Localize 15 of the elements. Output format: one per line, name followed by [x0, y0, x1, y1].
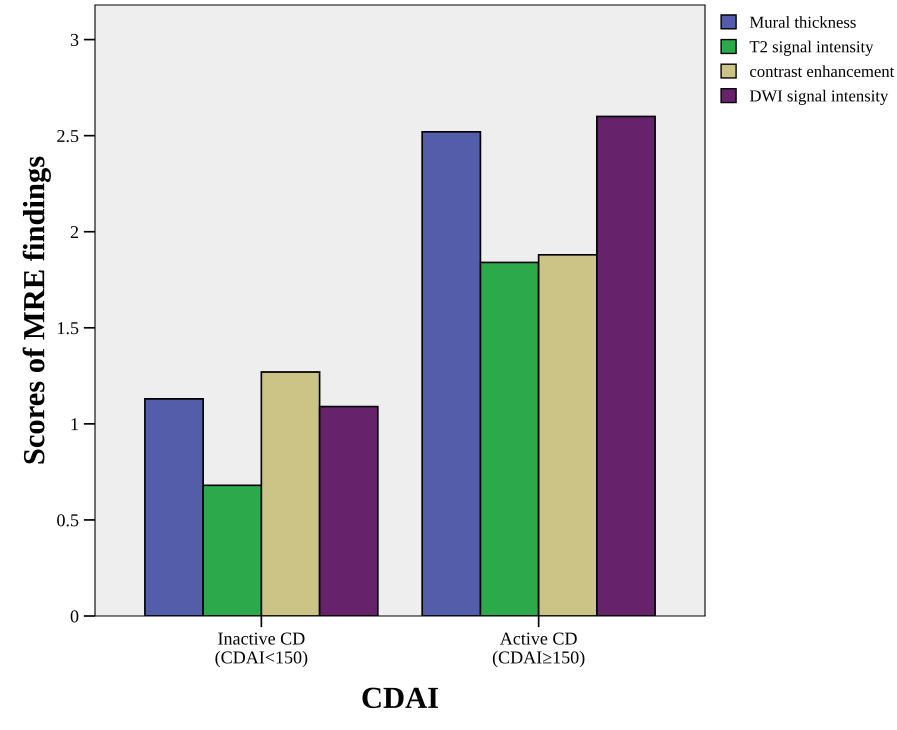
x-tick-label: Active CD (CDAI≥150): [492, 632, 584, 668]
y-tick-label: 1: [72, 418, 78, 430]
y-axis-title: Scores of MRE findings: [22, 156, 51, 464]
y-tick-label: 0.5: [57, 514, 78, 526]
legend-label: contrast enhancement: [750, 65, 894, 77]
y-tick-label: 3: [70, 34, 78, 46]
y-tick-label: 2.5: [57, 130, 78, 142]
y-tick-label: 0: [70, 610, 78, 622]
legend-label: T2 signal intensity: [750, 40, 874, 56]
y-tick-label: 2: [70, 226, 78, 238]
x-axis-title: CDAI: [362, 688, 438, 708]
y-tick-label: 1.5: [58, 322, 78, 334]
legend-label: DWI signal intensity: [750, 90, 888, 105]
x-tick-label: Inactive CD (CDAI<150): [215, 632, 308, 668]
legend-label: Mural thickness: [750, 16, 856, 28]
